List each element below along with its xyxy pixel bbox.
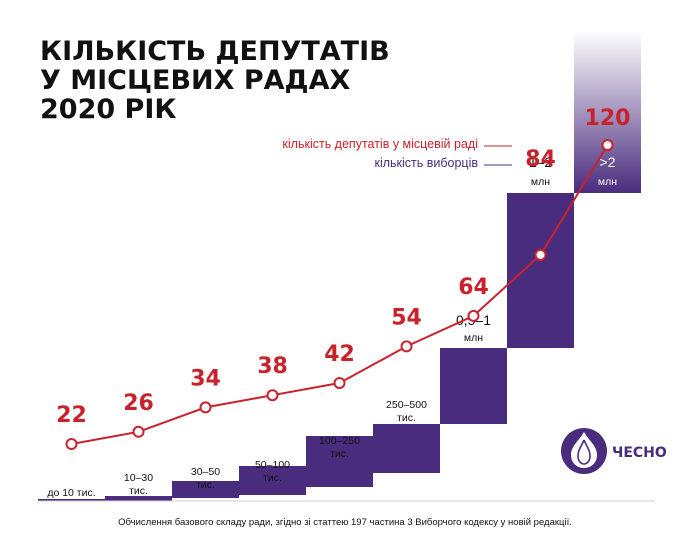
- footnote: Обчислення базового складу ради, згідно …: [118, 517, 572, 528]
- deputies-value-label-1: 26: [123, 391, 154, 416]
- deputies-point-1: [132, 425, 145, 438]
- bin-label-4: 100–250: [319, 435, 360, 447]
- deputies-value-label-3: 38: [257, 354, 288, 379]
- deputies-value-label-6: 64: [458, 275, 489, 300]
- bin-label-8: >2: [600, 154, 616, 170]
- deputies-point-2: [199, 401, 212, 414]
- garlic-icon: [561, 428, 607, 474]
- title-line-2: У МІСЦЕВИХ РАДАХ: [40, 65, 350, 96]
- voter-bar-6: [440, 348, 507, 424]
- bin-label-5: 250–500: [386, 399, 427, 411]
- bin-label-2: 30–50: [191, 466, 220, 478]
- logo: ЧЕСНО: [561, 428, 667, 474]
- voter-bar-1: [105, 496, 172, 501]
- deputies-point-0: [65, 438, 78, 450]
- bin-unit-5: тис.: [397, 412, 416, 424]
- deputies-point-8: [601, 139, 614, 152]
- bin-label-1: 10–30: [124, 472, 153, 484]
- deputies-value-label-2: 34: [190, 366, 221, 391]
- deputies-value-label-5: 54: [391, 305, 422, 330]
- deputies-point-6: [467, 309, 480, 322]
- voter-bar-4: [306, 436, 373, 487]
- voter-bar-0: [38, 499, 105, 501]
- deputies-line-series: [65, 139, 614, 450]
- title-line-3: 2020 РІК: [40, 94, 176, 125]
- bin-unit-7: млн: [531, 176, 550, 188]
- deputies-point-4: [333, 377, 346, 389]
- deputies-value-labels: 22 26 34 38 42 54 64 84 120: [56, 106, 630, 428]
- voter-bar-3: [239, 466, 306, 495]
- bin-label-0: до 10 тис.: [47, 487, 95, 499]
- legend: кількість депутатів у місцевій раді кіль…: [282, 137, 512, 170]
- deputies-value-label-7: 84: [525, 147, 556, 172]
- bin-unit-8: млн: [598, 176, 617, 188]
- bin-label-3: 50–100: [255, 459, 290, 471]
- deputies-point-5: [400, 340, 413, 353]
- voter-bar-8: [574, 30, 641, 193]
- deputies-value-label-4: 42: [324, 342, 355, 367]
- deputies-point-3: [266, 389, 279, 402]
- deputies-value-label-8: 120: [585, 106, 631, 131]
- bin-label-7: 1–2: [529, 154, 553, 170]
- chart-title: КІЛЬКІСТЬ ДЕПУТАТІВ У МІСЦЕВИХ РАДАХ 202…: [40, 36, 390, 125]
- logo-text: ЧЕСНО: [612, 445, 667, 461]
- voter-bar-2: [172, 481, 239, 498]
- voter-bar-5: [373, 424, 440, 473]
- bin-unit-2: тис.: [196, 479, 215, 491]
- bin-unit-4: тис.: [330, 448, 349, 460]
- bin-unit-1: тис.: [129, 485, 148, 497]
- legend-deputies-label: кількість депутатів у місцевій раді: [282, 137, 478, 151]
- bin-unit-3: тис.: [263, 472, 282, 484]
- deputies-point-7: [534, 248, 547, 261]
- bin-unit-6: млн: [464, 332, 483, 344]
- legend-voters-label: кількість виборців: [374, 156, 478, 170]
- deputies-value-label-0: 22: [56, 403, 87, 428]
- title-line-1: КІЛЬКІСТЬ ДЕПУТАТІВ: [40, 36, 390, 67]
